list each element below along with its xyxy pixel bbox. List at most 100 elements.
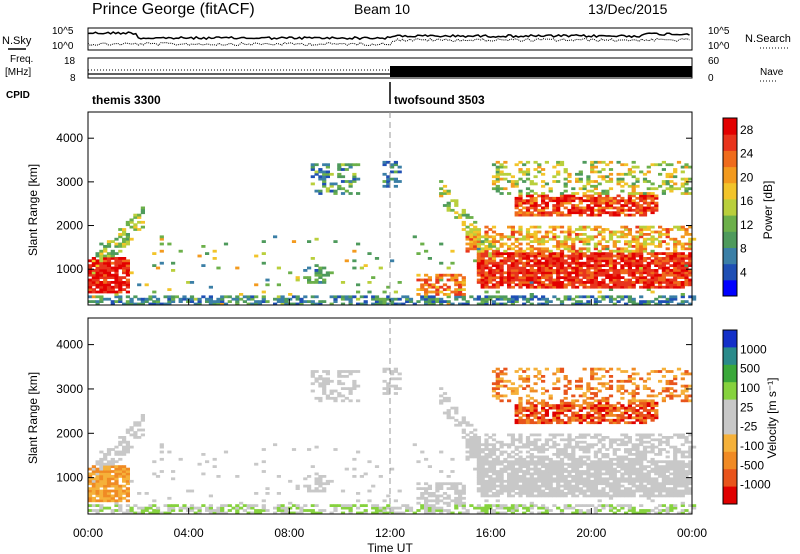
velocity-cell	[103, 479, 108, 483]
power-cell	[646, 252, 651, 255]
power-cell	[469, 295, 474, 299]
velocity-cell	[556, 475, 561, 478]
power-cell	[582, 273, 587, 277]
velocity-cell	[491, 472, 497, 476]
velocity-cell	[473, 445, 478, 449]
power-cell	[503, 187, 508, 191]
power-cell	[646, 201, 651, 205]
power-cell	[563, 271, 568, 275]
power-cell	[556, 235, 561, 239]
power-cell	[650, 276, 655, 279]
velocity-cell	[118, 465, 123, 468]
power-cell	[608, 206, 614, 210]
velocity-cell	[680, 465, 685, 468]
power-cell	[635, 252, 640, 255]
velocity-cell	[605, 436, 610, 439]
velocity-cell	[371, 506, 376, 510]
velocity-cell	[586, 487, 591, 490]
power-cell	[635, 302, 640, 306]
power-cell	[91, 257, 96, 260]
velocity-cell	[378, 475, 383, 478]
power-cell	[556, 269, 561, 272]
velocity-cell	[257, 509, 263, 512]
velocity-cell	[95, 470, 100, 473]
velocity-cell	[307, 487, 312, 490]
velocity-cell	[646, 416, 651, 420]
power-cell	[658, 283, 663, 287]
power-cell	[393, 302, 398, 306]
velocity-cell	[522, 470, 527, 473]
power-cell	[197, 254, 202, 258]
power-cell	[559, 283, 565, 287]
power-cell	[461, 297, 466, 301]
velocity-cell	[612, 418, 617, 422]
power-cell	[586, 264, 591, 267]
power-cell	[601, 271, 606, 275]
velocity-cell	[525, 401, 531, 405]
velocity-cell	[133, 504, 138, 507]
power-cell	[303, 269, 308, 272]
velocity-cell	[582, 392, 587, 395]
power-cell	[495, 168, 500, 171]
velocity-cell	[340, 506, 346, 510]
power-cell	[348, 300, 353, 303]
power-cell	[435, 276, 440, 279]
power-cell	[575, 257, 580, 260]
power-cell	[676, 257, 682, 260]
power-cell	[382, 297, 387, 301]
power-cell	[442, 273, 448, 277]
velocity-cell	[446, 509, 451, 512]
power-cell	[454, 278, 459, 282]
velocity-cell	[114, 472, 119, 476]
velocity-cell	[597, 479, 602, 483]
velocity-cell	[646, 509, 651, 512]
velocity-cell	[608, 375, 614, 378]
power-cell	[525, 170, 531, 174]
velocity-cell	[220, 504, 225, 507]
power-cell	[529, 295, 534, 299]
power-cell	[605, 295, 610, 299]
velocity-cell	[590, 387, 595, 390]
velocity-cell	[235, 509, 240, 512]
power-cell	[242, 300, 247, 303]
power-cell	[605, 194, 610, 198]
power-cell	[431, 300, 436, 303]
velocity-cell	[491, 504, 497, 507]
power-cell	[627, 285, 632, 289]
velocity-cell	[673, 389, 678, 393]
velocity-cell	[597, 472, 602, 476]
power-cell	[220, 295, 225, 299]
velocity-cell	[261, 448, 266, 451]
power-cell	[499, 192, 504, 195]
velocity-cell	[563, 492, 568, 495]
velocity-cell	[91, 479, 96, 483]
velocity-cell	[593, 372, 598, 376]
power-cell	[525, 273, 531, 277]
power-cell	[340, 168, 346, 171]
velocity-cell	[567, 409, 572, 412]
power-cell	[469, 228, 474, 231]
power-cell	[597, 211, 602, 215]
velocity-cell	[631, 406, 636, 410]
power-cell	[442, 204, 448, 207]
velocity-cell	[559, 494, 565, 498]
velocity-cell	[650, 370, 655, 373]
power-cell	[593, 278, 598, 282]
velocity-cell	[288, 511, 293, 515]
velocity-cell	[424, 504, 429, 507]
power-cell	[491, 249, 497, 253]
velocity-cell	[299, 509, 304, 512]
velocity-cell	[586, 504, 591, 507]
velocity-cell	[491, 453, 497, 456]
velocity-cell	[529, 406, 534, 410]
velocity-cell	[567, 465, 572, 468]
power-cell	[563, 196, 568, 200]
power-cell	[103, 288, 108, 291]
power-cell	[665, 278, 670, 282]
power-cell	[514, 276, 519, 279]
power-cell	[631, 245, 636, 248]
velocity-cell	[631, 460, 636, 464]
velocity-cell	[593, 377, 598, 381]
velocity-cell	[510, 472, 515, 476]
power-cell	[106, 245, 112, 248]
